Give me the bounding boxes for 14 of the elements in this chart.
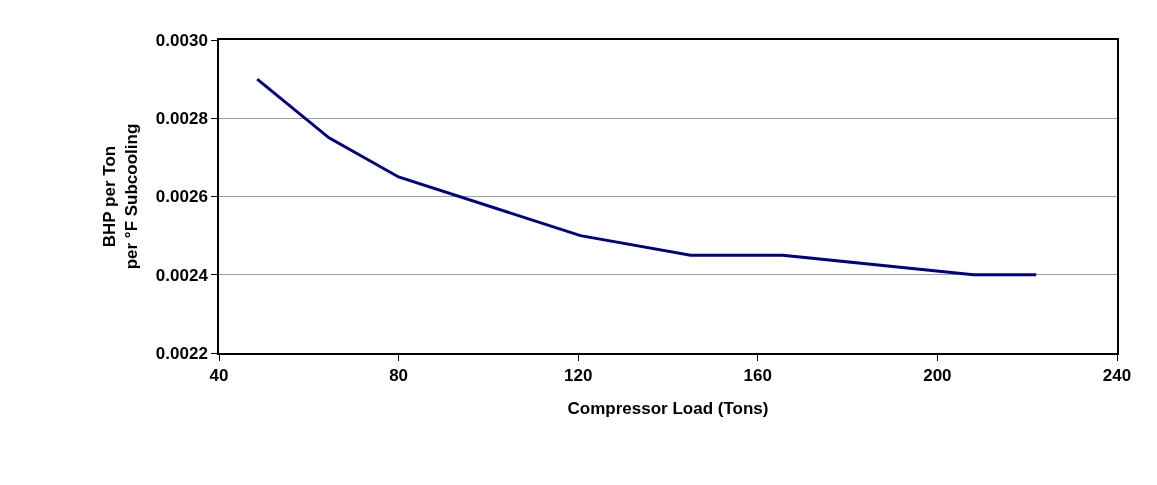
line-series (255, 77, 1038, 277)
x-tick-label: 240 (1102, 366, 1132, 386)
y-tick-label: 0.0030 (155, 30, 208, 50)
x-axis-title: Compressor Load (Tons) (567, 399, 769, 419)
x-tick-label: 160 (743, 366, 772, 386)
y-tick-label: 0.0028 (155, 109, 208, 129)
y-tick-label: 0.0026 (155, 187, 208, 207)
y-tick-label: 0.0024 (155, 265, 209, 285)
x-tick-label: 80 (389, 366, 409, 386)
y-tick-label: 0.0022 (155, 343, 208, 363)
x-tick-label: 40 (209, 366, 229, 386)
x-tick-label: 120 (564, 366, 593, 386)
y-axis-title: BHP per Ton per °F Subcooling (99, 123, 141, 270)
x-tick-label: 200 (923, 366, 952, 386)
